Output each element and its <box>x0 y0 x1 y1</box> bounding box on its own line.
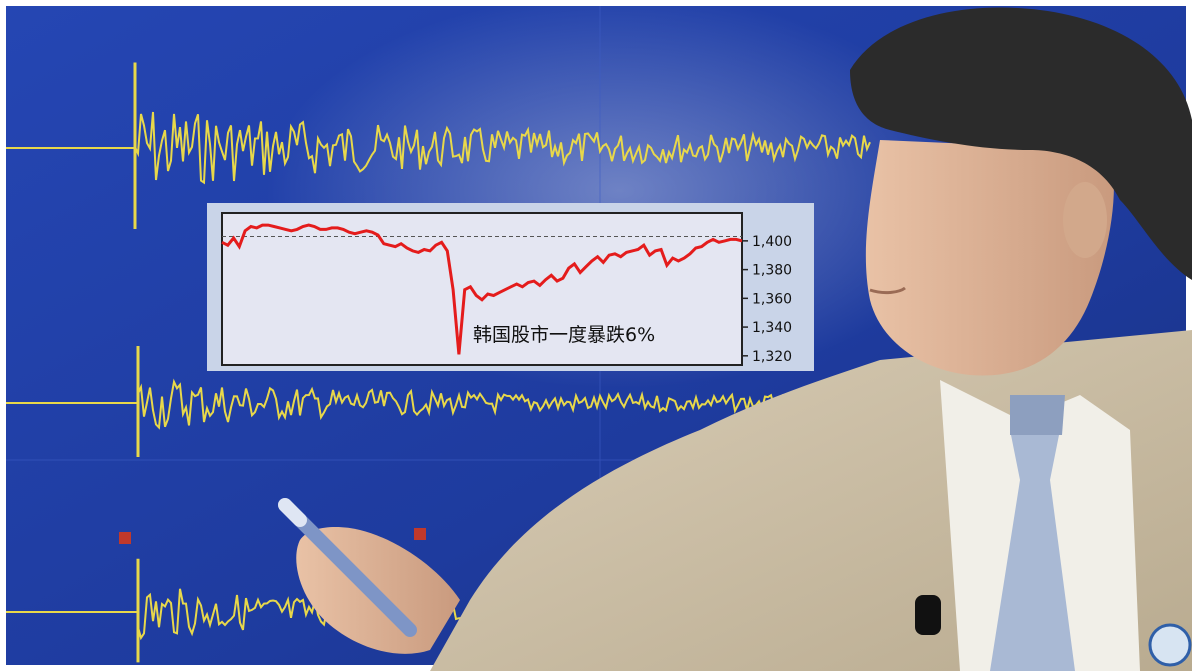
lapel-microphone <box>915 595 941 635</box>
chart-annotation: 韩国股市一度暴跌6% <box>473 324 656 346</box>
stock-chart-inset: 1,320 1,340 1,360 1,380 1,400 韩国股市一度暴跌6% <box>207 203 814 371</box>
mouth <box>869 286 906 295</box>
y-tick-label: 1,360 <box>752 291 792 307</box>
stock-chart: 1,320 1,340 1,360 1,380 1,400 <box>221 212 792 366</box>
pen-tip <box>278 498 307 527</box>
marker-square <box>119 532 131 544</box>
necktie <box>990 430 1075 671</box>
y-tick-label: 1,320 <box>752 349 792 365</box>
emblem-badge <box>1148 623 1192 667</box>
y-axis: 1,320 1,340 1,360 1,380 1,400 <box>742 234 792 365</box>
marker-square <box>414 528 426 540</box>
seismograph-trace-1 <box>6 111 871 185</box>
y-tick-label: 1,340 <box>752 320 792 336</box>
hair <box>850 7 1192 280</box>
y-tick-label: 1,380 <box>752 263 792 279</box>
face <box>865 140 1114 376</box>
ear <box>1063 182 1107 258</box>
person <box>278 7 1192 671</box>
tie-knot <box>1010 395 1065 435</box>
index-line <box>221 223 743 355</box>
y-tick-label: 1,400 <box>752 234 792 250</box>
plot-area <box>221 212 743 366</box>
pen <box>278 498 417 637</box>
